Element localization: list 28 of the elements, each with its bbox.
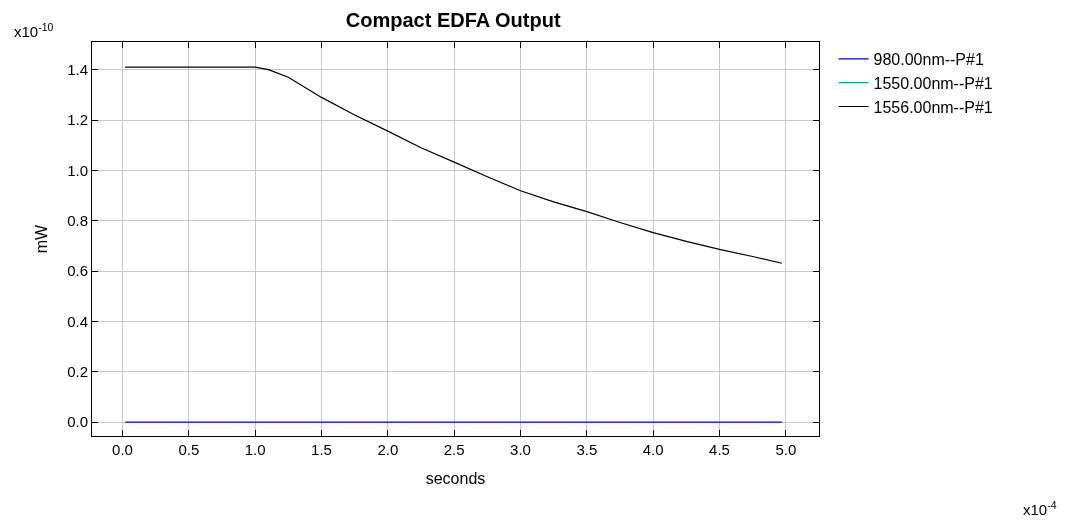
y-tick-label: 0.4 xyxy=(67,312,88,330)
x-tick-label: 2.0 xyxy=(377,441,399,458)
x-tick-label: 2.5 xyxy=(443,441,465,458)
text: x10$^{-4}$ xyxy=(1023,499,1057,519)
legend-label: 1550.00nm--P#1 xyxy=(873,74,993,92)
x-tick-label: 3.5 xyxy=(576,441,598,458)
line-series xyxy=(124,66,783,264)
x-tick-label: 4.0 xyxy=(642,441,664,458)
legend-label: 980.00nm--P#1 xyxy=(873,51,984,69)
y-tick-label: 1.2 xyxy=(67,111,88,129)
chart-title: Compact EDFA Output xyxy=(345,9,561,32)
x-tick-label: 5.0 xyxy=(775,441,797,458)
y-axis-title: mW xyxy=(33,223,51,254)
x-tick-label: 0.0 xyxy=(112,441,133,458)
x-tick-label: 1.0 xyxy=(244,441,266,458)
y-tick-label: 0.6 xyxy=(67,262,88,280)
x-tick-label: 0.5 xyxy=(178,441,200,458)
x-tick-label: 4.5 xyxy=(709,441,730,458)
x-tick-label: 1.5 xyxy=(311,441,332,458)
x-axis-title: seconds xyxy=(425,469,486,487)
x-tick-label: 3.0 xyxy=(510,441,531,458)
text: x10$^{-10}$ xyxy=(14,21,54,41)
y-tick-label: 0.8 xyxy=(67,212,88,229)
legend-label: 1556.00nm--P#1 xyxy=(873,98,993,116)
y-tick-label: 1.4 xyxy=(67,60,88,78)
y-tick-label: 0.0 xyxy=(67,413,88,431)
y-tick-label: 1.0 xyxy=(67,161,88,179)
y-tick-label: 0.2 xyxy=(67,363,88,381)
